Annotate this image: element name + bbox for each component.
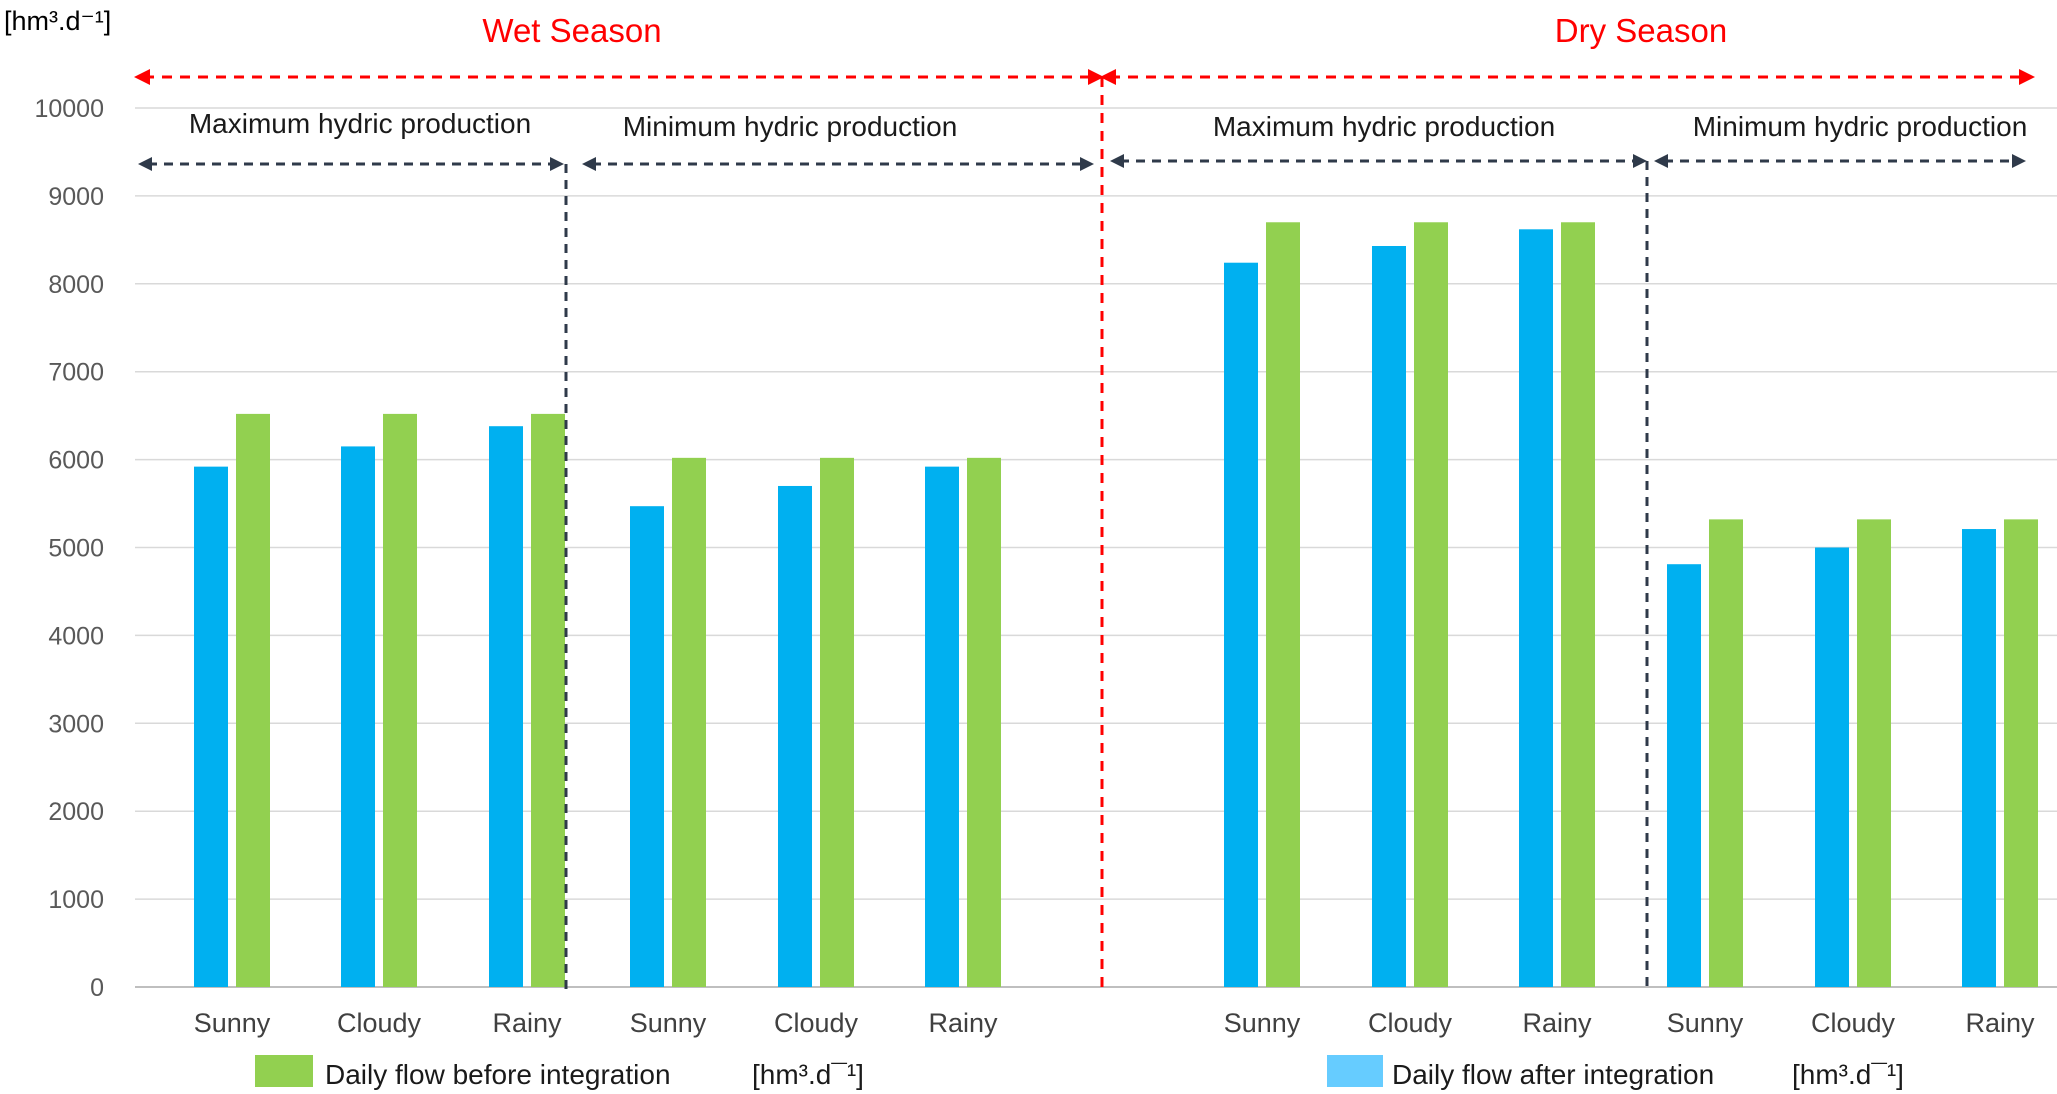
group-arrow-wet-max — [138, 157, 564, 171]
bar-after-integration — [1962, 529, 1996, 987]
group-label-wet-max: Maximum hydric production — [189, 108, 531, 139]
group-arrow-wet-min — [582, 157, 1094, 171]
wet-season-arrow — [134, 69, 1104, 85]
bar-after-integration — [341, 446, 375, 987]
legend-label-before: Daily flow before integration — [325, 1059, 671, 1090]
x-category-label: Rainy — [1965, 1008, 2035, 1038]
x-category-label: Sunny — [1224, 1008, 1301, 1038]
y-tick-label: 9000 — [48, 183, 104, 211]
gridlines — [135, 107, 2057, 988]
x-category-label: Rainy — [928, 1008, 998, 1038]
x-category-label: Cloudy — [1811, 1008, 1896, 1038]
legend-unit-before: [hm³.d¯¹] — [752, 1059, 864, 1090]
bar-after-integration — [1224, 262, 1258, 988]
group-label-dry-min: Minimum hydric production — [1693, 111, 2028, 142]
x-category-label: Cloudy — [337, 1008, 422, 1038]
group-arrow-dry-min — [1654, 154, 2026, 168]
bar-after-integration — [630, 506, 664, 987]
legend: Daily flow before integration [hm³.d¯¹] … — [255, 1055, 1904, 1090]
bar-after-integration — [1372, 246, 1406, 988]
y-tick-label: 10000 — [34, 95, 104, 123]
y-axis-unit-label: [hm³.d⁻¹] — [4, 6, 111, 36]
bar-before-integration — [383, 413, 417, 988]
y-tick-label: 1000 — [48, 886, 104, 914]
dry-season-label: Dry Season — [1555, 12, 1727, 49]
bar-after-integration — [1667, 564, 1701, 987]
dry-season-arrow — [1100, 69, 2035, 85]
bars — [194, 222, 2038, 988]
bar-before-integration — [1414, 222, 1448, 987]
bar-before-integration — [1709, 519, 1743, 987]
y-axis-ticks: 0 1000 2000 3000 4000 5000 6000 7000 8000 9000 100… — [34, 95, 104, 1002]
legend-unit-after: [hm³.d¯¹] — [1792, 1059, 1904, 1090]
x-category-label: Rainy — [492, 1008, 562, 1038]
group-label-dry-max: Maximum hydric production — [1213, 111, 1555, 142]
x-category-label: Sunny — [630, 1008, 707, 1038]
x-category-label: Sunny — [1667, 1008, 1744, 1038]
y-tick-label: 4000 — [48, 622, 104, 650]
y-tick-label: 3000 — [48, 710, 104, 738]
bar-after-integration — [1519, 229, 1553, 987]
group-arrow-dry-max — [1110, 154, 1647, 168]
bar-after-integration — [489, 426, 523, 987]
legend-swatch-before — [255, 1055, 313, 1087]
x-category-label: Sunny — [194, 1008, 271, 1038]
bar-before-integration — [236, 413, 270, 988]
wet-season-label: Wet Season — [482, 12, 661, 49]
y-tick-label: 5000 — [48, 535, 104, 563]
bar-after-integration — [925, 466, 959, 988]
y-tick-label: 8000 — [48, 271, 104, 299]
group-label-wet-min: Minimum hydric production — [623, 111, 958, 142]
bar-before-integration — [967, 457, 1001, 987]
bar-before-integration — [1561, 222, 1595, 987]
bar-before-integration — [1266, 222, 1300, 987]
bar-after-integration — [778, 485, 812, 987]
bar-after-integration — [1815, 547, 1849, 987]
bar-before-integration — [820, 457, 854, 987]
x-axis-categories: Sunny Cloudy Rainy Sunny Cloudy Rainy Sunny Clo… — [194, 1008, 2035, 1038]
bar-before-integration — [531, 413, 565, 988]
x-category-label: Cloudy — [1368, 1008, 1453, 1038]
y-tick-label: 6000 — [48, 447, 104, 475]
y-tick-label: 0 — [90, 974, 104, 1002]
bar-after-integration — [194, 466, 228, 988]
legend-label-after: Daily flow after integration — [1392, 1059, 1714, 1090]
y-tick-label: 7000 — [48, 359, 104, 387]
bar-before-integration — [1857, 519, 1891, 987]
x-category-label: Cloudy — [774, 1008, 859, 1038]
bar-before-integration — [2004, 519, 2038, 987]
bar-before-integration — [672, 457, 706, 987]
y-tick-label: 2000 — [48, 798, 104, 826]
legend-swatch-after — [1327, 1055, 1383, 1087]
x-category-label: Rainy — [1522, 1008, 1592, 1038]
